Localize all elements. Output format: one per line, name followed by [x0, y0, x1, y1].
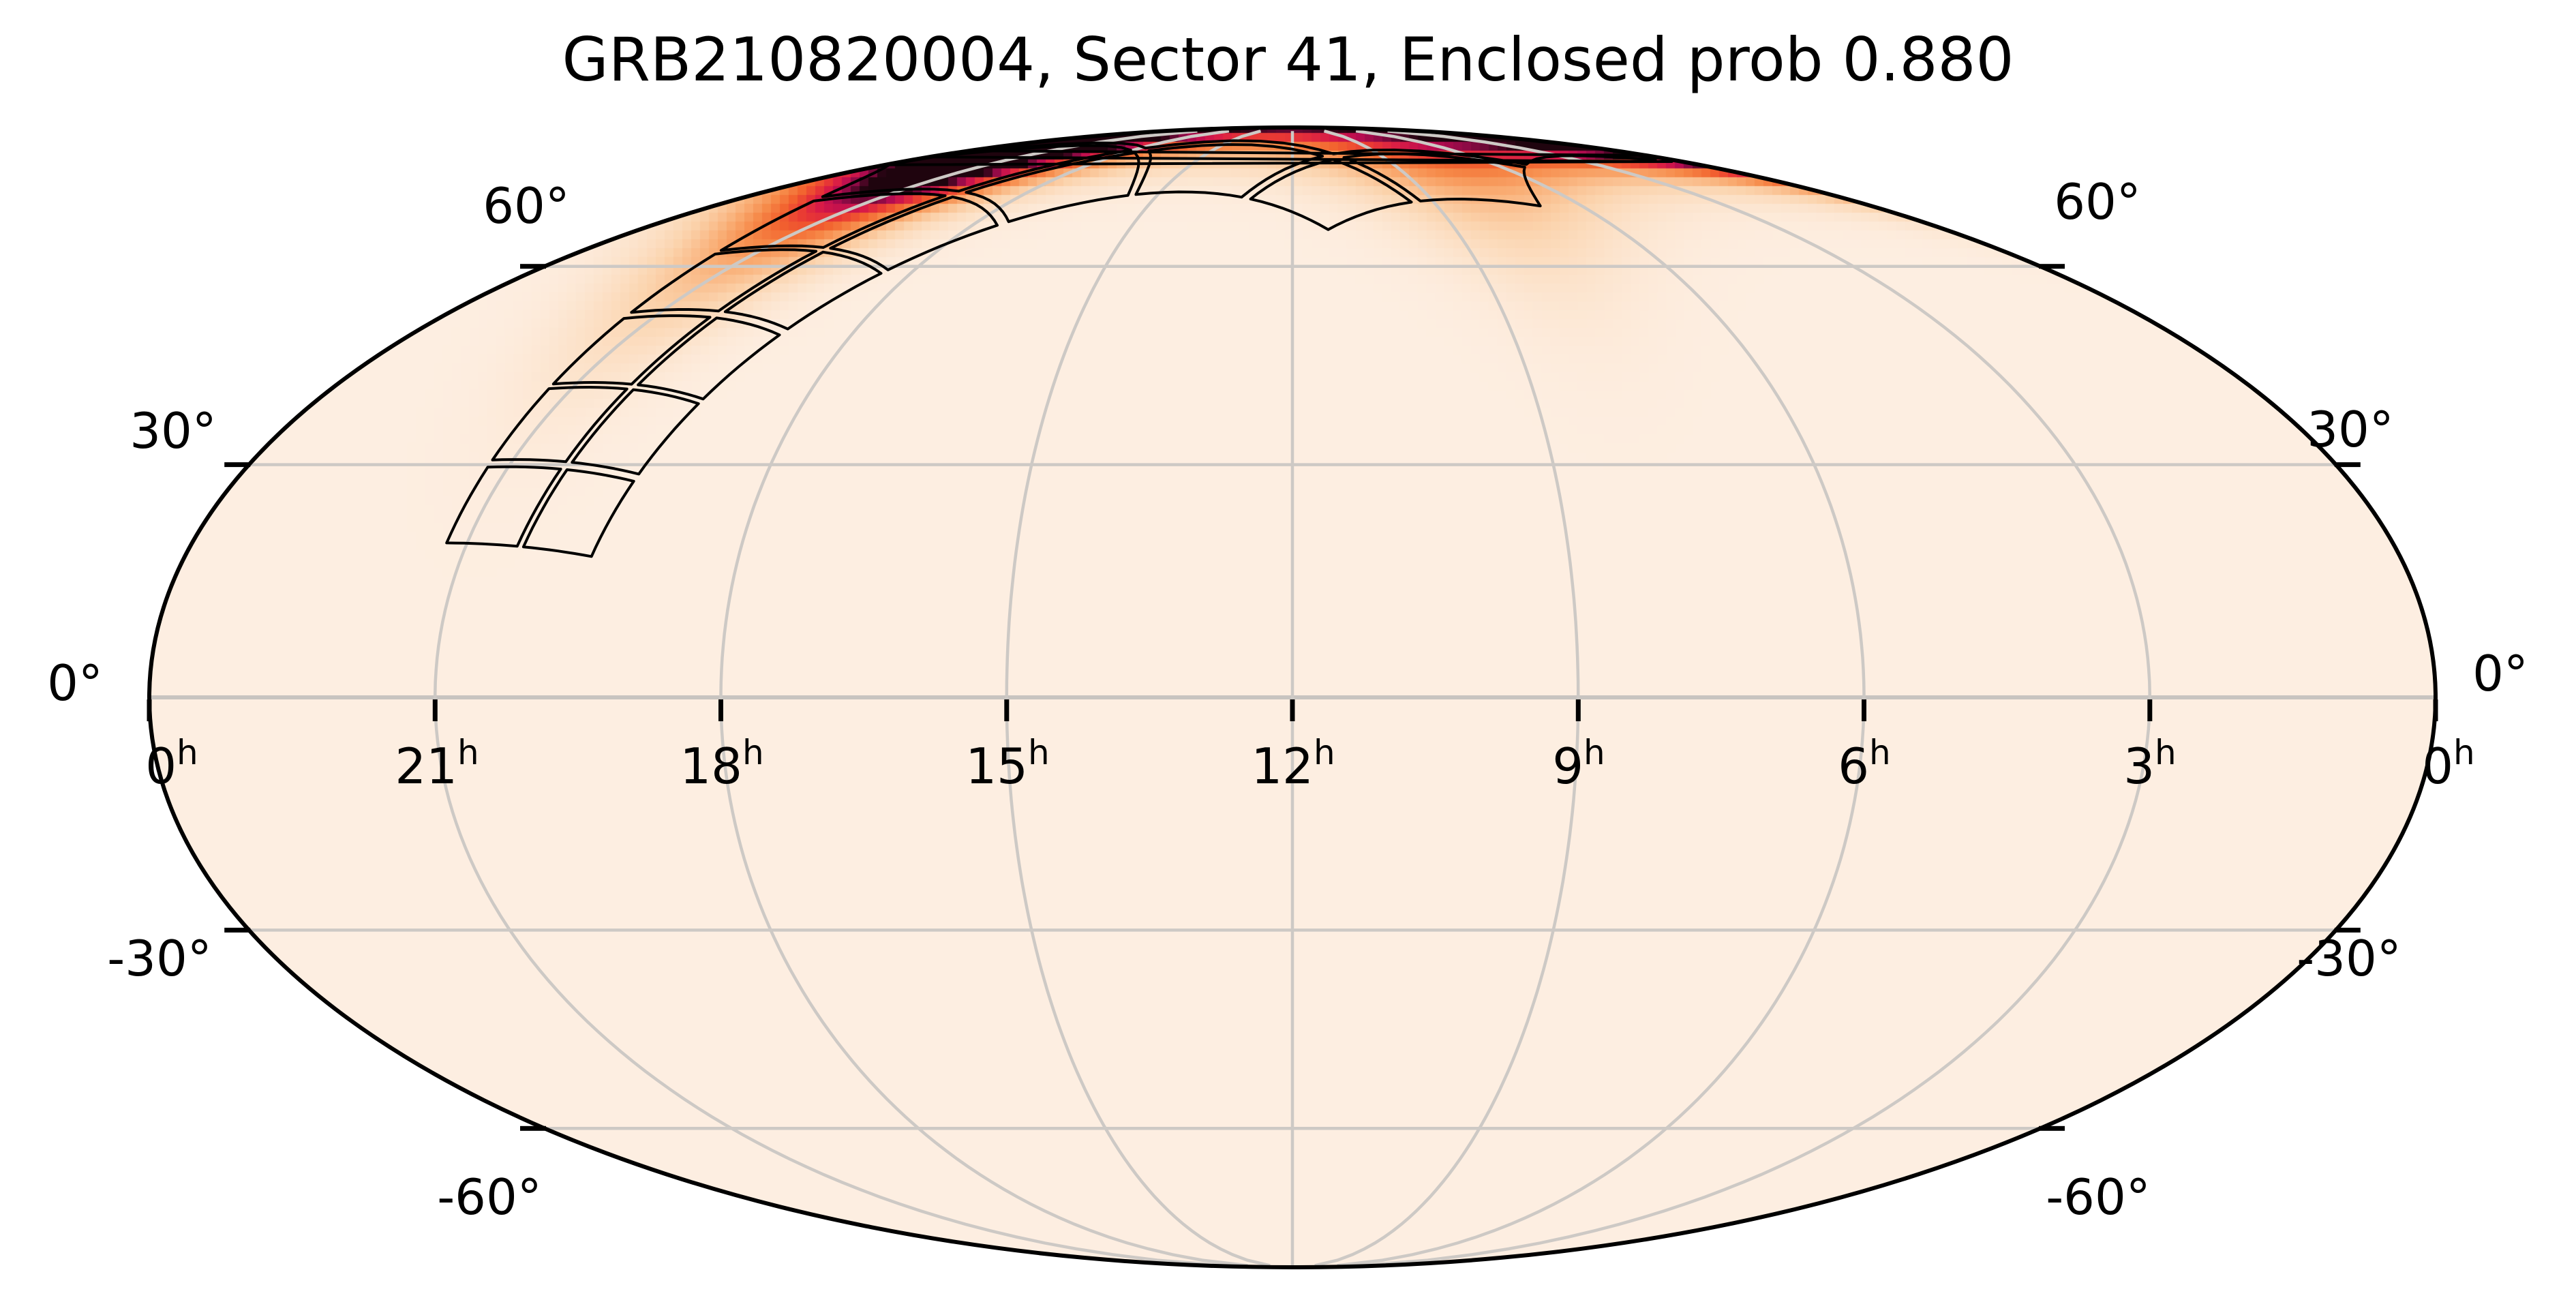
dec-tick-label-left: 60° — [483, 177, 570, 235]
ra-tick-hour-superscript: h — [1313, 733, 1335, 772]
ra-tick-hour-superscript: h — [1027, 733, 1050, 772]
dec-boundary-tick-right — [2039, 1125, 2065, 1131]
dec-tick-label-left: 0° — [47, 654, 103, 712]
ra-equator-tick — [147, 699, 152, 721]
tess-ccd-outline — [719, 192, 947, 252]
tess-ccd-outline — [637, 316, 781, 401]
graticule-meridian — [1337, 129, 1866, 1267]
dec-boundary-tick-left — [224, 927, 251, 933]
ra-equator-tick — [1575, 699, 1581, 721]
ra-tick-label: 0h — [145, 736, 198, 791]
dec-boundary-tick-right — [2334, 927, 2361, 933]
tess-ccd-outline — [829, 195, 999, 271]
tess-ccd-outline — [630, 248, 818, 314]
ra-equator-tick — [718, 699, 723, 721]
ra-equator-tick — [1004, 699, 1010, 721]
dec-tick-label-left: -60° — [437, 1168, 542, 1226]
map-boundary — [147, 125, 2438, 1269]
ra-tick-label: 3h — [2123, 736, 2177, 791]
tess-ccd-outline — [965, 151, 1140, 224]
ra-tick-value: 15 — [965, 738, 1028, 795]
ra-equator-tick — [2433, 699, 2438, 721]
tess-ccd-outline — [1249, 158, 1413, 231]
tess-ccd-outline — [1134, 143, 1324, 199]
dec-boundary-tick-left — [520, 1125, 546, 1131]
graticule-meridian — [434, 129, 1226, 1267]
dec-tick-label-right: 0° — [2472, 645, 2528, 702]
dec-tick-label-left: -30° — [107, 930, 212, 987]
ra-tick-value: 6 — [1838, 738, 1870, 795]
graticule-meridian — [1359, 129, 2151, 1267]
tess-ccd-outline — [551, 314, 712, 386]
ra-tick-hour-superscript: h — [742, 733, 764, 772]
ra-tick-label: 9h — [1552, 736, 1605, 791]
tess-ccd-outline — [821, 144, 1673, 198]
ra-tick-value: 9 — [1552, 738, 1584, 795]
ra-tick-hour-superscript: h — [457, 733, 479, 772]
ra-tick-hour-superscript: h — [1584, 733, 1605, 772]
ra-tick-label: 12h — [1251, 736, 1335, 791]
ra-tick-label: 21h — [395, 736, 479, 791]
graticule-meridian — [719, 129, 1248, 1267]
ra-tick-value: 12 — [1251, 738, 1314, 795]
dec-tick-label-right: -30° — [2297, 930, 2401, 987]
ra-tick-hour-superscript: h — [1869, 733, 1891, 772]
ra-equator-tick — [432, 699, 438, 721]
ra-tick-value: 3 — [2123, 738, 2155, 795]
ra-tick-hour-superscript: h — [177, 733, 198, 772]
ra-equator-tick — [2147, 699, 2153, 721]
tess-ccd-outline — [445, 465, 562, 548]
ra-tick-label: 15h — [965, 736, 1049, 791]
ra-tick-label: 6h — [1838, 736, 1891, 791]
ra-tick-value: 21 — [395, 738, 457, 795]
chart-title: GRB210820004, Sector 41, Enclosed prob 0… — [562, 25, 2014, 95]
dec-tick-label-right: 30° — [2307, 401, 2394, 458]
ra-equator-tick — [1290, 699, 1295, 721]
ra-tick-label: 0h — [2422, 736, 2475, 791]
ra-tick-value: 0 — [2422, 738, 2454, 795]
dec-boundary-tick-right — [2039, 264, 2065, 269]
ra-tick-hour-superscript: h — [2155, 733, 2177, 772]
tess-ccd-outline — [521, 468, 635, 558]
ra-tick-value: 18 — [680, 738, 742, 795]
graticule-meridian — [1314, 130, 1580, 1267]
ra-tick-value: 0 — [145, 738, 177, 795]
tess-ccd-outline — [723, 250, 883, 331]
tess-ccd-outline — [1342, 152, 1542, 208]
dec-boundary-tick-left — [224, 462, 251, 468]
ra-equator-tick — [1862, 699, 1866, 721]
dec-boundary-tick-right — [2334, 462, 2361, 468]
dec-tick-label-right: -60° — [2046, 1168, 2151, 1226]
dec-tick-label-left: 30° — [130, 402, 217, 459]
dec-boundary-tick-left — [520, 264, 546, 269]
tess-ccd-outline — [571, 388, 700, 476]
ra-tick-label: 18h — [680, 736, 763, 791]
tess-ccd-outline — [491, 386, 628, 464]
ra-tick-hour-superscript: h — [2453, 733, 2475, 772]
dec-tick-label-right: 60° — [2054, 173, 2141, 230]
tess-ccd-outline — [973, 139, 1657, 166]
graticule-meridian — [1005, 130, 1271, 1267]
